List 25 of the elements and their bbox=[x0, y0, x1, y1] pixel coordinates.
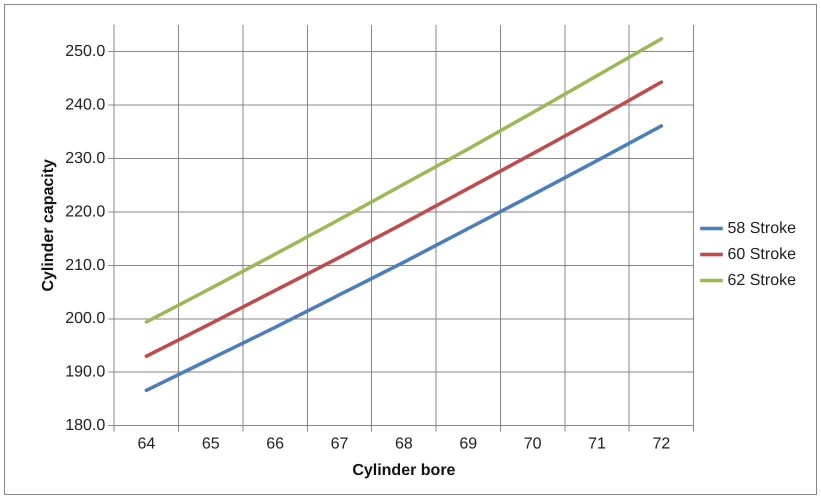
y-tick-label: 180.0 bbox=[65, 417, 106, 434]
y-tick-label: 200.0 bbox=[65, 310, 106, 328]
y-tick-label: 190.0 bbox=[65, 364, 106, 381]
x-tick-label: 70 bbox=[524, 436, 542, 453]
legend-label: 62 Stroke bbox=[728, 272, 796, 289]
x-tick-label: 67 bbox=[330, 436, 349, 453]
y-tick-label: 250.0 bbox=[65, 43, 106, 60]
x-tick-label: 72 bbox=[652, 436, 670, 453]
y-tick-label: 210.0 bbox=[65, 256, 106, 274]
x-tick-label: 68 bbox=[394, 436, 413, 453]
x-tick-label: 66 bbox=[266, 436, 284, 453]
legend-label: 60 Stroke bbox=[728, 246, 796, 263]
x-tick-label: 64 bbox=[138, 436, 156, 453]
x-axis-title: Cylinder bore bbox=[352, 462, 456, 479]
legend-label: 58 Stroke bbox=[728, 220, 796, 237]
x-tick-label: 65 bbox=[202, 436, 220, 453]
y-tick-label: 230.0 bbox=[65, 150, 106, 167]
y-tick-label: 240.0 bbox=[65, 96, 106, 114]
line-series bbox=[144, 80, 664, 358]
x-tick-label: 71 bbox=[588, 436, 606, 453]
line-series bbox=[144, 124, 664, 392]
x-tick-label: 69 bbox=[459, 436, 478, 453]
y-tick-label: 220.0 bbox=[65, 203, 106, 220]
y-axis-title: Cylinder capacity bbox=[40, 158, 58, 292]
line-series bbox=[144, 37, 664, 324]
